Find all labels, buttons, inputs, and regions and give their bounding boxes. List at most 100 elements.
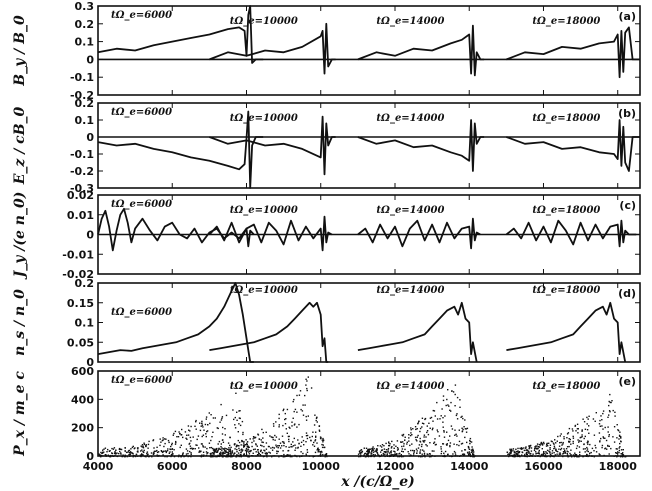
scatter-point: [289, 455, 291, 458]
scatter-point: [524, 453, 526, 456]
scatter-point: [529, 446, 531, 449]
scatter-point: [578, 441, 580, 443]
scatter-point: [108, 450, 111, 452]
scatter-point: [464, 449, 467, 451]
scatter-point: [265, 442, 268, 444]
scatter-point: [412, 449, 414, 452]
scatter-point: [319, 436, 322, 438]
scatter-point: [383, 448, 386, 450]
scatter-point: [511, 454, 513, 457]
scatter-point: [397, 455, 399, 458]
scatter-point: [429, 453, 431, 455]
scatter-point: [440, 448, 442, 450]
scatter-point: [290, 455, 293, 458]
scatter-point: [102, 449, 104, 451]
scatter-point: [469, 440, 471, 443]
scatter-point: [605, 439, 608, 442]
scatter-point: [453, 450, 456, 453]
scatter-point: [386, 455, 389, 457]
panel-0: 0.3 0.2 0.1 0 -0.1 -0.2 B_y / B_0 (a) tΩ_e=6000t…: [12, 0, 641, 102]
scatter-point: [422, 455, 425, 457]
scatter-point: [214, 417, 216, 419]
scatter-point: [167, 448, 169, 450]
scatter-point: [470, 451, 473, 454]
scatter-point: [287, 454, 289, 456]
scatter-point: [434, 455, 436, 457]
scatter-point: [127, 450, 130, 452]
scatter-point: [469, 439, 471, 442]
scatter-point: [310, 387, 313, 389]
scatter-point: [126, 455, 129, 458]
scatter-point: [424, 439, 426, 442]
scatter-point: [574, 425, 576, 427]
scatter-point: [283, 408, 285, 410]
scatter-point: [180, 434, 183, 436]
scatter-point: [321, 443, 323, 446]
scatter-point: [271, 436, 274, 439]
scatter-point: [557, 435, 559, 438]
scatter-point: [210, 414, 212, 416]
scatter-point: [473, 451, 475, 453]
scatter-point: [613, 426, 616, 428]
scatter-point: [591, 447, 594, 450]
scatter-point: [563, 436, 565, 438]
scatter-point: [292, 417, 294, 419]
scatter-point: [211, 454, 213, 457]
scatter-point: [137, 448, 139, 450]
scatter-point: [372, 446, 374, 448]
scatter-point: [377, 445, 379, 447]
scatter-point: [456, 396, 459, 399]
scatter-point: [525, 446, 527, 448]
scatter-point: [159, 438, 161, 440]
scatter-point: [260, 449, 262, 451]
scatter-point: [220, 419, 223, 421]
scatter-point: [387, 449, 389, 451]
scatter-point: [319, 453, 322, 456]
scatter-point: [190, 425, 192, 428]
scatter-point: [236, 448, 238, 451]
scatter-point: [588, 454, 591, 456]
scatter-point: [396, 453, 398, 455]
scatter-point: [440, 446, 442, 448]
panels: 0.30.20.10-0.1-0.2B_y / B_0 (a)tΩ_e=6000t…: [12, 0, 641, 463]
scatter-point: [187, 434, 190, 436]
scatter-point: [469, 452, 471, 454]
scatter-point: [296, 426, 298, 428]
scatter-point: [195, 428, 197, 430]
scatter-point: [465, 431, 468, 433]
scatter-point: [124, 455, 127, 458]
scatter-point: [461, 427, 463, 429]
scatter-point: [279, 447, 282, 449]
scatter-point: [268, 451, 270, 453]
scatter-point: [114, 454, 116, 457]
scatter-point: [367, 450, 369, 453]
scatter-point: [147, 443, 150, 446]
series-line-3: [506, 119, 640, 172]
scatter-point: [385, 442, 387, 445]
scatter-point: [230, 453, 232, 455]
scatter-point: [165, 451, 167, 454]
scatter-point: [585, 455, 588, 457]
scatter-point: [514, 454, 517, 456]
scatter-point: [611, 400, 613, 402]
scatter-point: [416, 450, 418, 452]
scatter-point: [371, 447, 374, 450]
scatter-point: [125, 451, 128, 454]
scatter-point: [294, 423, 296, 425]
scatter-point: [320, 450, 323, 453]
scatter-point: [116, 452, 118, 454]
scatter-point: [147, 455, 149, 457]
scatter-point: [220, 443, 222, 445]
scatter-point: [118, 447, 121, 450]
scatter-point: [198, 447, 200, 449]
scatter-point: [429, 417, 432, 419]
scatter-point: [374, 455, 377, 457]
scatter-point: [185, 437, 187, 439]
scatter-point: [358, 450, 361, 453]
scatter-point: [103, 448, 105, 450]
scatter-point: [574, 454, 576, 457]
y-axis-label: E_z / cB_0: [12, 106, 28, 185]
scatter-point: [558, 453, 560, 455]
scatter-point: [372, 449, 374, 451]
scatter-point: [413, 453, 415, 455]
